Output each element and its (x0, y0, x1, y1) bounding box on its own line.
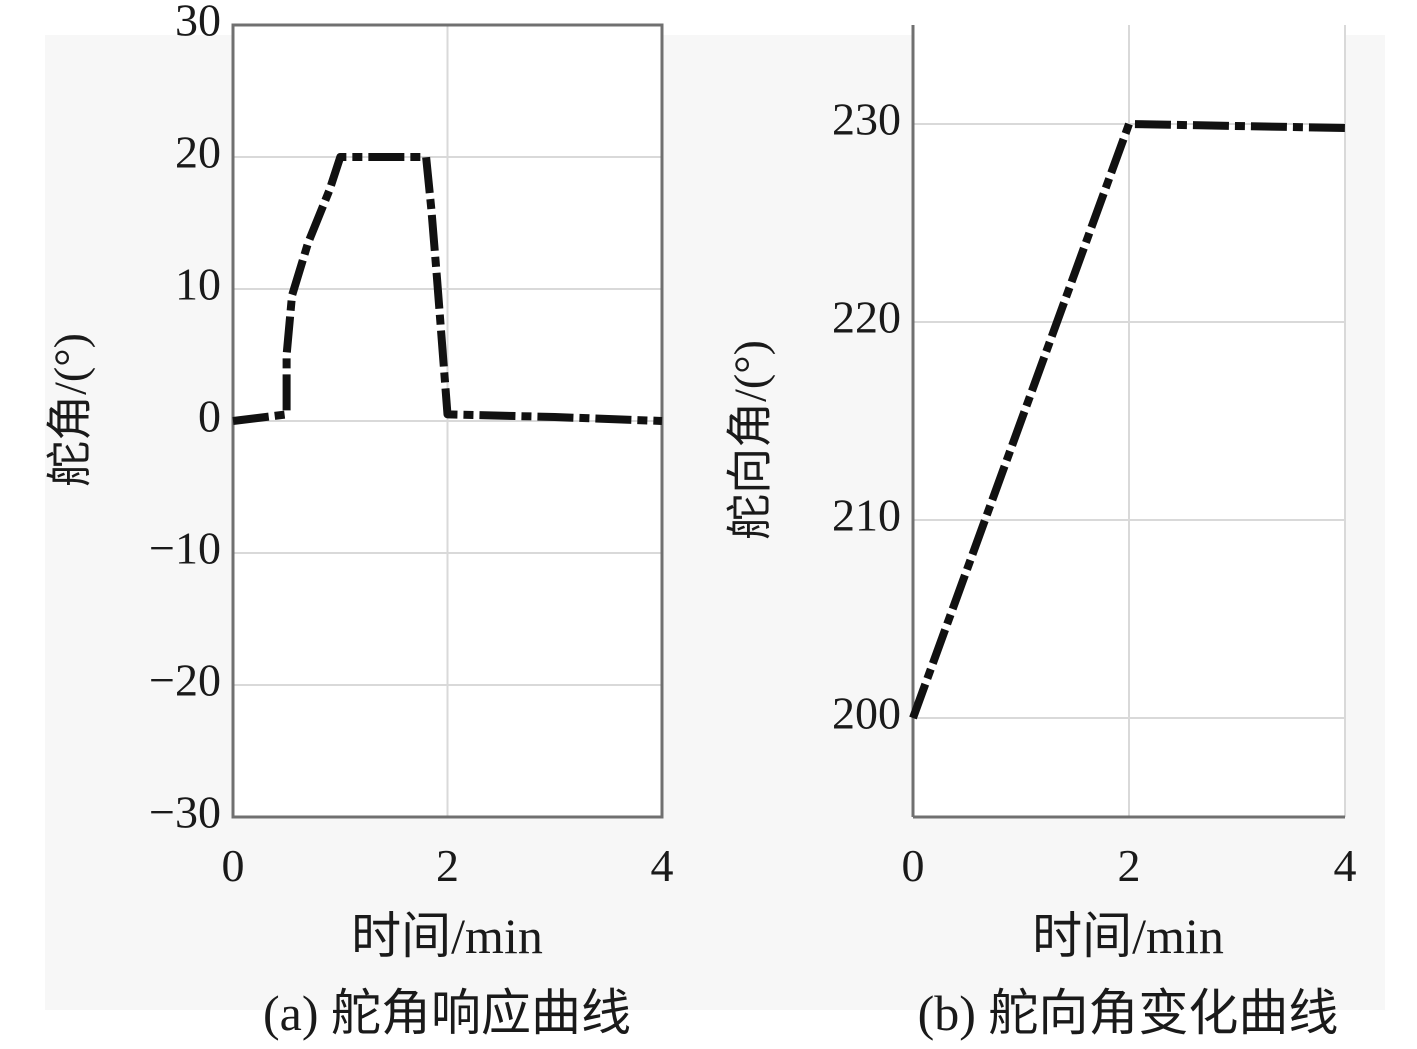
x-tick-label: 4 (1334, 840, 1357, 891)
series-line (232, 153, 663, 425)
y-tick-label: −20 (149, 655, 221, 706)
x-tick-label: 2 (436, 840, 459, 891)
y-tick-label: 20 (175, 127, 221, 178)
y-tick-label: −10 (149, 523, 221, 574)
chart-b: 200 210 220 230 0 2 4 时间/min 舵向角/(°) (b) 舵向角变化曲线 (725, 25, 1357, 1041)
x-tick-label: 4 (651, 840, 674, 891)
y-axis-label: 舵角/(°) (45, 333, 96, 487)
x-tick-label: 2 (1118, 840, 1141, 891)
y-tick-label: 10 (175, 259, 221, 310)
x-axis-label: 时间/min (1032, 908, 1224, 964)
chart-caption: (a) 舵角响应曲线 (263, 985, 631, 1041)
y-tick-label: 30 (175, 0, 221, 46)
chart-a: −30 −20 −10 0 10 20 30 0 2 4 时间/min 舵角/(°) (a) 舵角响应曲… (45, 0, 674, 1041)
chart-caption: (b) 舵向角变化曲线 (918, 985, 1339, 1041)
y-tick-label: 0 (198, 391, 221, 442)
y-axis-label: 舵向角/(°) (725, 340, 776, 540)
y-tick-label: 210 (832, 490, 901, 541)
x-tick-label: 0 (902, 840, 925, 891)
x-axis-label: 时间/min (351, 908, 543, 964)
y-tick-label: 200 (832, 688, 901, 739)
y-tick-label: 230 (832, 94, 901, 145)
x-tick-label: 0 (222, 840, 245, 891)
series-line (909, 120, 1346, 720)
y-tick-label: −30 (149, 787, 221, 838)
y-tick-label: 220 (832, 292, 901, 343)
